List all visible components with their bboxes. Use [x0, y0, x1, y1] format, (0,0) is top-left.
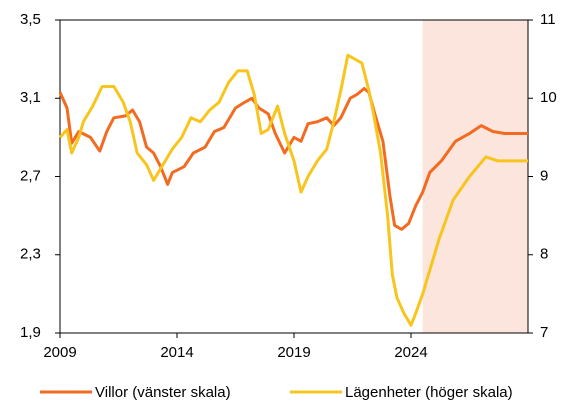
legend-label: Villor (vänster skala) — [95, 384, 231, 401]
y-tick-label: 1,9 — [20, 324, 41, 341]
y-tick-label: 2,3 — [20, 246, 41, 263]
y2-tick-label: 7 — [540, 324, 548, 341]
y2-tick-label: 11 — [540, 11, 556, 28]
x-tick-label: 2009 — [43, 344, 76, 361]
series-line — [58, 53, 528, 327]
x-tick-label: 2019 — [277, 344, 310, 361]
y-tick-label: 3,1 — [20, 89, 41, 106]
forecast-region — [422, 20, 528, 333]
y2-tick-label: 8 — [540, 246, 548, 263]
x-tick-label: 2024 — [394, 344, 427, 361]
y2-tick-label: 9 — [540, 167, 548, 184]
x-tick-label: 2014 — [160, 344, 193, 361]
y-tick-label: 2,7 — [20, 167, 41, 184]
series-line — [58, 86, 528, 231]
y2-tick-label: 10 — [540, 89, 557, 106]
legend-label: Lägenheter (höger skala) — [345, 384, 513, 401]
y-tick-label: 3,5 — [20, 11, 41, 28]
